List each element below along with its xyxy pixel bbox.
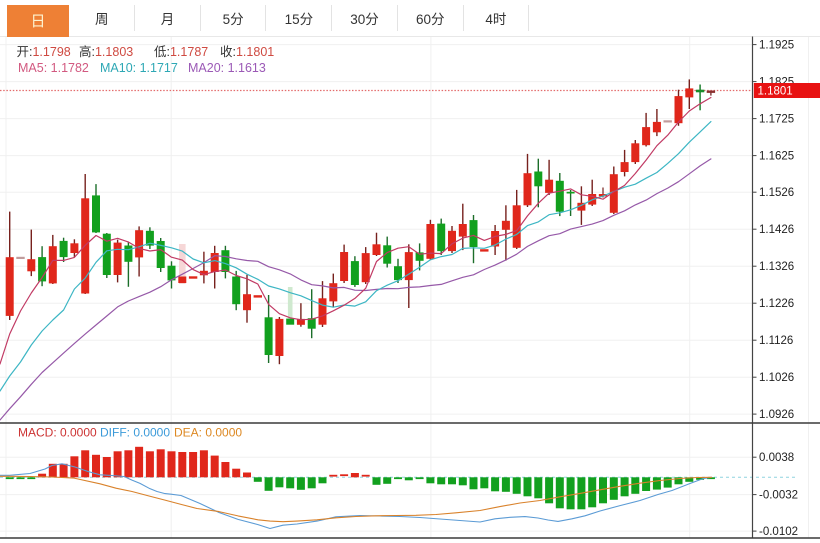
svg-text:1.1126: 1.1126	[759, 335, 793, 347]
svg-text:1.1925: 1.1925	[759, 39, 794, 51]
svg-text:1.1226: 1.1226	[759, 298, 794, 310]
svg-text:-0.0102: -0.0102	[759, 526, 798, 538]
svg-text:1.1526: 1.1526	[759, 187, 794, 199]
svg-text:1.1801: 1.1801	[758, 86, 793, 98]
svg-text:1.0926: 1.0926	[759, 409, 794, 421]
svg-text:1.1725: 1.1725	[759, 113, 794, 125]
svg-text:1.1426: 1.1426	[759, 224, 794, 236]
svg-text:1.1625: 1.1625	[759, 150, 794, 162]
svg-text:1.1326: 1.1326	[759, 261, 794, 273]
svg-text:0.0038: 0.0038	[759, 452, 794, 464]
svg-text:-0.0032: -0.0032	[759, 489, 798, 501]
svg-text:1.1026: 1.1026	[759, 372, 794, 384]
